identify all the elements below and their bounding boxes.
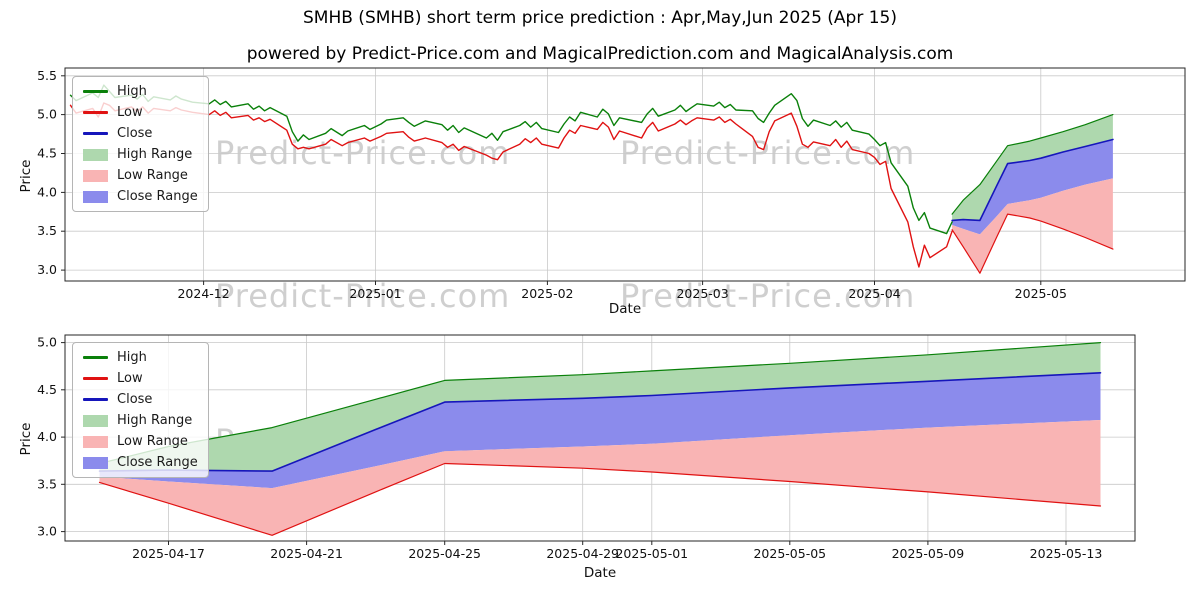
legend-label: Low Range xyxy=(117,434,188,449)
legend-item-high: High xyxy=(83,350,198,365)
top-x-axis-label: Date xyxy=(608,301,642,317)
top-low-forecast-line xyxy=(951,213,1114,274)
legend-item-low-range: Low Range xyxy=(83,168,198,183)
legend-item-low-range: Low Range xyxy=(83,434,198,449)
watermark: Predict-Price.com xyxy=(620,277,916,315)
legend-item-low: Low xyxy=(83,105,198,120)
bottom-x-tick-label: 2025-04-25 xyxy=(408,546,481,561)
legend-item-close-range: Close Range xyxy=(83,455,198,470)
legend-item-high: High xyxy=(83,84,198,99)
legend-label: High xyxy=(117,84,147,99)
top-x-tick-label: 2025-05 xyxy=(1015,286,1067,301)
legend-label: Low xyxy=(117,105,143,120)
high-line-swatch xyxy=(83,356,108,359)
legend-label: Low Range xyxy=(117,168,188,183)
bottom-high-forecast-line xyxy=(98,342,1102,465)
low-line-swatch xyxy=(83,377,108,380)
bottom-y-axis-label: Price xyxy=(18,422,34,456)
chart-subtitle: powered by Predict-Price.com and Magical… xyxy=(246,44,954,64)
low-line-swatch xyxy=(83,111,108,114)
watermark: Predict-Price.com xyxy=(215,134,511,172)
bottom-y-tick-label: 3.5 xyxy=(37,476,57,491)
top-close-line xyxy=(951,138,1114,222)
close-line-swatch xyxy=(83,132,108,135)
bottom-y-tick-label: 3.0 xyxy=(37,524,57,539)
top-y-tick-label: 4.5 xyxy=(37,146,57,161)
bottom-x-axis-label: Date xyxy=(583,565,617,581)
bottom-x-tick-label: 2025-05-01 xyxy=(615,546,688,561)
bottom-x-tick-label: 2025-04-21 xyxy=(270,546,343,561)
legend-label: High xyxy=(117,350,147,365)
bottom-y-tick-label: 5.0 xyxy=(37,335,57,350)
bottom-close-line xyxy=(98,371,1102,472)
top-high-line xyxy=(69,84,953,235)
top-y-tick-label: 5.5 xyxy=(37,68,57,83)
high-range-patch-swatch xyxy=(83,414,108,427)
legend-label: Low xyxy=(117,371,143,386)
legend-label: Close xyxy=(117,126,153,141)
top-plot-frame xyxy=(64,67,1186,282)
high-line-swatch xyxy=(83,90,108,93)
top-y-tick-label: 3.5 xyxy=(37,223,57,238)
low-range-patch-swatch xyxy=(83,169,108,182)
bottom-x-tick-label: 2025-04-17 xyxy=(132,546,205,561)
top-x-tick-label: 2025-01 xyxy=(349,286,401,301)
top-y-tick-label: 5.0 xyxy=(37,107,57,122)
legend-item-close: Close xyxy=(83,126,198,141)
legend-label: High Range xyxy=(117,413,193,428)
legend-label: Close Range xyxy=(117,189,198,204)
bottom-y-tick-label: 4.0 xyxy=(37,429,57,444)
low-range-patch-swatch xyxy=(83,435,108,448)
top-low-range-band xyxy=(952,178,1113,274)
legend-label: Close Range xyxy=(117,455,198,470)
bottom-plot-frame xyxy=(64,334,1136,542)
top-x-tick-label: 2024-12 xyxy=(177,286,229,301)
top-y-tick-label: 4.0 xyxy=(37,184,57,199)
top-chart-legend: High Low Close High Range Low Range Close Ran… xyxy=(72,76,209,212)
legend-item-close: Close xyxy=(83,392,198,407)
bottom-low-forecast-line xyxy=(98,462,1102,536)
bottom-x-tick-label: 2025-05-05 xyxy=(753,546,826,561)
legend-label: High Range xyxy=(117,147,193,162)
top-high-forecast-line xyxy=(951,113,1114,215)
top-close-range-band xyxy=(952,139,1113,235)
legend-item-high-range: High Range xyxy=(83,413,198,428)
top-low-line xyxy=(69,102,953,268)
top-x-tick-label: 2025-04 xyxy=(848,286,900,301)
legend-item-close-range: Close Range xyxy=(83,189,198,204)
top-x-tick-label: 2025-02 xyxy=(521,286,573,301)
high-range-patch-swatch xyxy=(83,148,108,161)
bottom-high-range-band xyxy=(99,342,1101,472)
bottom-x-tick-label: 2025-05-09 xyxy=(892,546,965,561)
legend-label: Close xyxy=(117,392,153,407)
close-range-patch-swatch xyxy=(83,456,108,469)
top-y-tick-label: 3.0 xyxy=(37,262,57,277)
bottom-x-tick-label: 2025-05-13 xyxy=(1030,546,1103,561)
chart-title: SMHB (SMHB) short term price prediction … xyxy=(303,8,897,28)
close-line-swatch xyxy=(83,398,108,401)
watermark: Predict-Price.com xyxy=(215,277,511,315)
bottom-y-tick-label: 4.5 xyxy=(37,382,57,397)
bottom-x-tick-label: 2025-04-29 xyxy=(546,546,619,561)
legend-item-high-range: High Range xyxy=(83,147,198,162)
bottom-low-range-band xyxy=(99,420,1101,536)
top-x-tick-label: 2025-03 xyxy=(676,286,728,301)
legend-item-low: Low xyxy=(83,371,198,386)
close-range-patch-swatch xyxy=(83,190,108,203)
bottom-close-range-band xyxy=(99,372,1101,489)
bottom-chart-legend: High Low Close High Range Low Range Close Ran… xyxy=(72,342,209,478)
top-y-axis-label: Price xyxy=(18,159,34,193)
